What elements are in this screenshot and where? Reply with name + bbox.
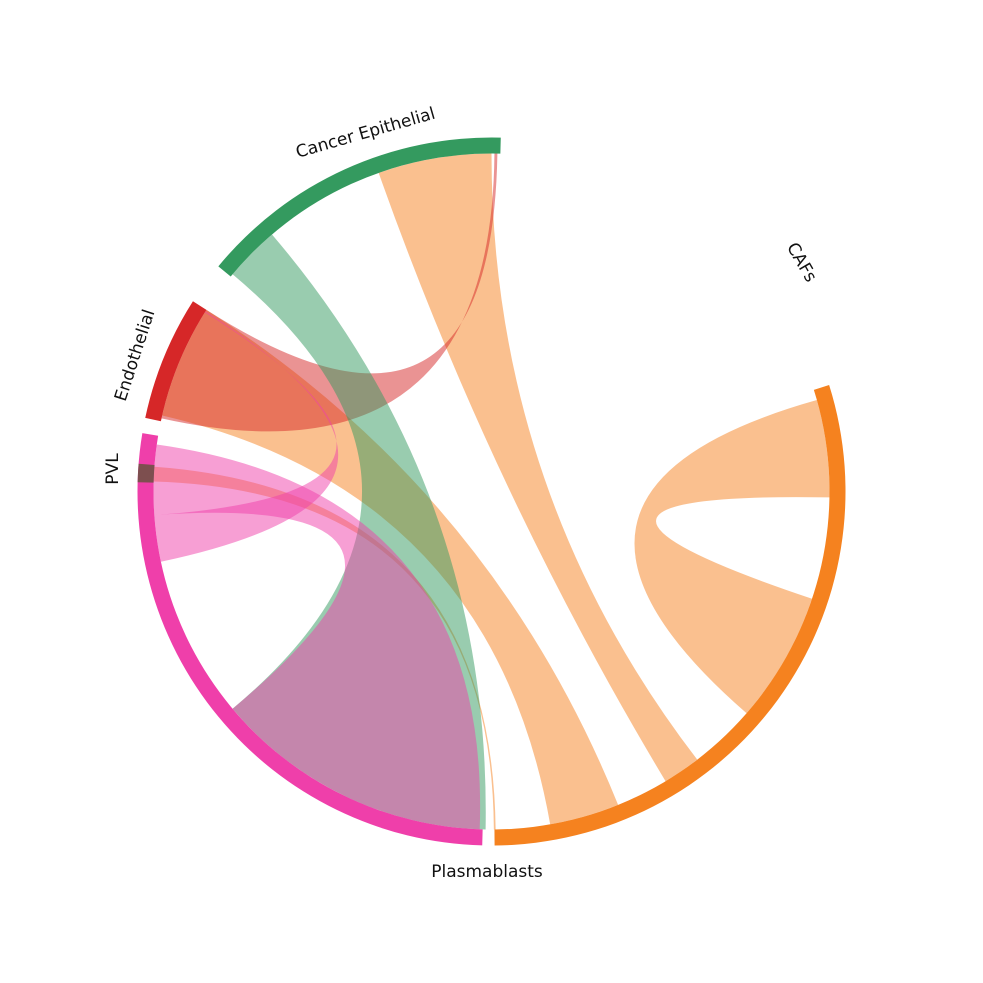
chord-endothelial-cancer-epithelial — [161, 153, 498, 432]
label-pvl: PVL — [103, 453, 123, 485]
chord-cafs-cafs — [634, 400, 830, 714]
label-endothelial: Endothelial — [111, 307, 159, 404]
label-plasmablasts: Plasmablasts — [431, 862, 543, 882]
chord-cafs-plasmablasts — [162, 309, 619, 825]
arc-cancer-epithelial — [218, 137, 501, 277]
label-cafs: CAFs — [782, 239, 820, 286]
arc-pvl — [137, 463, 155, 483]
chord-cafs-cancer-epithelial — [378, 153, 698, 782]
chord-ribbons — [153, 153, 830, 830]
arc-endothelial — [145, 301, 207, 422]
chord-plasmablasts-plasmablasts — [153, 444, 481, 830]
chord-plasmablasts-endothelial — [154, 311, 339, 562]
group-arcs — [137, 137, 846, 846]
